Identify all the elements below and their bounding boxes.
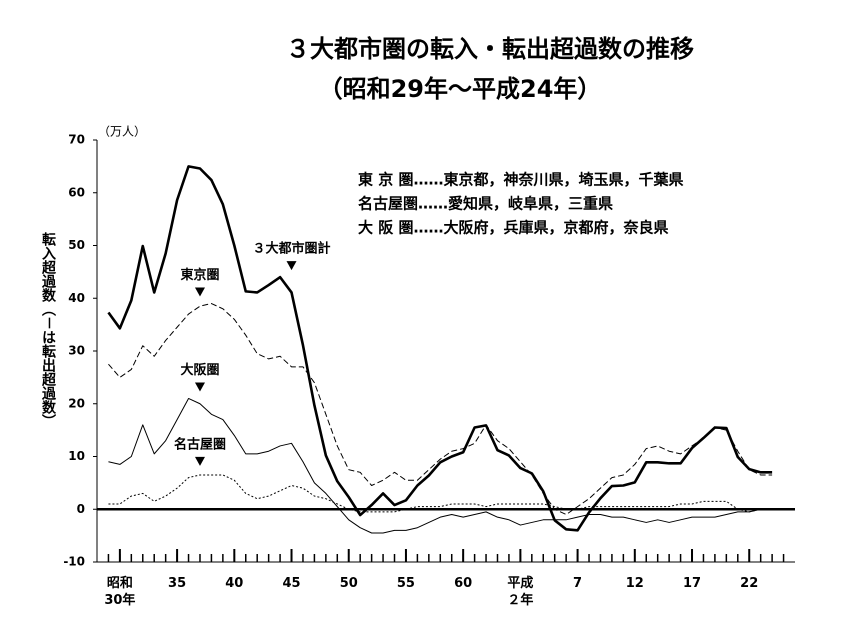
label-pointer [194, 456, 205, 466]
label-pointer [286, 261, 297, 271]
series-label: 大阪圏 [180, 362, 219, 378]
y-tick-label: 40 [68, 291, 85, 305]
y-axis-label: 転入超過数（－は転出超過数） [40, 231, 57, 428]
x-tick-label: 12 [625, 576, 644, 591]
series-label: ３大都市圏計 [253, 241, 331, 257]
x-tick-label: 40 [225, 576, 244, 591]
chart-subtitle: （昭和29年～平成24年） [319, 75, 602, 103]
y-tick-label: 60 [68, 185, 85, 199]
series-line [107, 165, 773, 532]
series-label: 名古屋圏 [174, 436, 226, 452]
y-tick-label: 0 [77, 502, 85, 516]
series-line [108, 303, 773, 516]
x-tick-label: 17 [682, 576, 702, 591]
y-tick-label: 30 [68, 344, 85, 358]
series-line [108, 397, 773, 534]
series-line [108, 474, 773, 513]
y-tick-label: 50 [68, 238, 85, 252]
x-tick-label: 7 [573, 576, 583, 591]
unit-label: （万人） [98, 125, 146, 139]
label-pointer [194, 287, 205, 297]
series-label: 東京圏 [180, 267, 219, 283]
y-tick-label: 10 [68, 449, 85, 463]
y-tick-label: 70 [68, 133, 85, 147]
y-tick-label: 20 [68, 396, 85, 410]
x-tick-label: 平成 ２年 [507, 576, 534, 608]
legend-text: 大 阪 圏……大阪府，兵庫県，京都府，奈良県 [358, 219, 668, 237]
x-tick-label: 60 [454, 576, 473, 591]
y-tick-label: -10 [63, 555, 85, 569]
x-tick-label: 55 [396, 576, 415, 591]
x-tick-label: 45 [282, 576, 301, 591]
legend-text: 名古屋圏……愛知県，岐阜県，三重県 [358, 195, 613, 213]
x-tick-label: 22 [740, 576, 759, 591]
legend-text: 東 京 圏……東京都，神奈川県，埼玉県，千葉県 [358, 171, 683, 189]
label-pointer [194, 382, 205, 392]
x-tick-label: 50 [339, 576, 358, 591]
x-tick-label: 35 [168, 576, 187, 591]
x-tick-label: 昭和 30年 [104, 576, 136, 608]
chart-title: ３大都市圏の転入・転出超過数の推移 [286, 35, 694, 63]
